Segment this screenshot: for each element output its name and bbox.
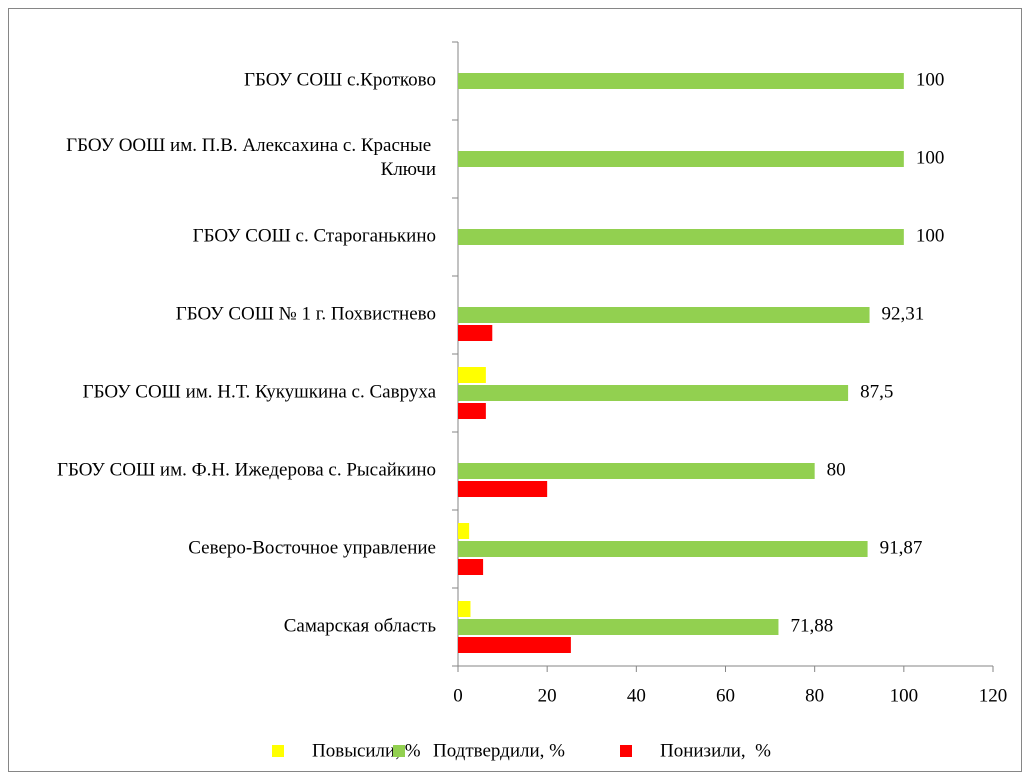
bar — [458, 325, 493, 341]
data-label: 100 — [916, 147, 945, 168]
bar — [458, 463, 815, 479]
bar — [458, 619, 779, 635]
legend-swatch — [272, 745, 284, 757]
legend-label: Подтвердили, % — [433, 740, 565, 761]
x-tick-label: 80 — [805, 685, 824, 706]
data-label: 100 — [916, 225, 945, 246]
legend-swatch — [393, 745, 405, 757]
bar — [458, 367, 486, 383]
x-tick-label: 20 — [538, 685, 557, 706]
x-tick-label: 60 — [716, 685, 735, 706]
data-label: 71,88 — [790, 615, 833, 636]
bar — [458, 601, 471, 617]
y-tick-label: ГБОУ ООШ им. П.В. Алексахина с. Красные … — [66, 135, 436, 180]
bar — [458, 559, 484, 575]
bar — [458, 307, 870, 323]
label-line: Ключи — [381, 159, 436, 180]
x-tick-label: 40 — [627, 685, 646, 706]
y-tick-label: ГБОУ СОШ № 1 г. Похвистнево — [176, 303, 436, 324]
bar — [458, 229, 904, 245]
x-tick-label: 0 — [453, 685, 463, 706]
x-tick-label: 120 — [979, 685, 1008, 706]
bar — [458, 523, 470, 539]
y-tick-label: Самарская область — [284, 615, 437, 636]
legend-label: Понизили, % — [660, 740, 771, 761]
y-tick-label: ГБОУ СОШ с. Староганькино — [193, 225, 436, 246]
bar — [458, 385, 849, 401]
label-line: ГБОУ ООШ им. П.В. Алексахина с. Красные — [66, 135, 436, 156]
data-label: 100 — [916, 69, 945, 90]
bar — [458, 403, 486, 419]
bar — [458, 151, 904, 167]
bar — [458, 637, 571, 653]
y-tick-label: ГБОУ СОШ с.Кротково — [244, 69, 436, 90]
bar — [458, 481, 548, 497]
bar — [458, 73, 904, 89]
y-tick-label: Северо-Восточное управление — [188, 537, 436, 558]
data-label: 87,5 — [860, 381, 893, 402]
bar — [458, 541, 868, 557]
y-tick-label: ГБОУ СОШ им. Н.Т. Кукушкина с. Савруха — [83, 381, 437, 402]
legend-swatch — [620, 745, 632, 757]
data-label: 80 — [827, 459, 846, 480]
data-label: 91,87 — [880, 537, 923, 558]
x-tick-label: 100 — [890, 685, 919, 706]
data-label: 92,31 — [882, 303, 925, 324]
y-tick-label: ГБОУ СОШ им. Ф.Н. Ижедерова с. Рысайкино — [57, 459, 436, 480]
